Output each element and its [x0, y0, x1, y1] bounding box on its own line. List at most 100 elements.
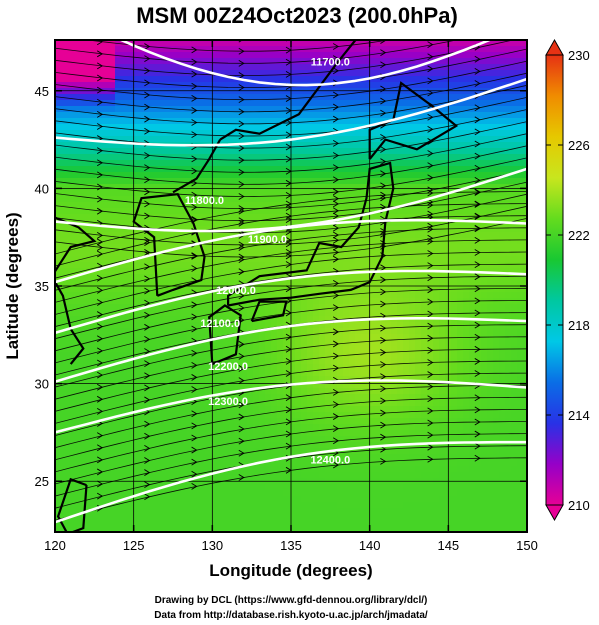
field-cell	[73, 382, 80, 389]
field-cell	[409, 298, 416, 305]
field-cell	[367, 220, 374, 227]
field-cell	[421, 46, 428, 53]
field-cell	[73, 316, 80, 323]
field-cell	[409, 286, 416, 293]
field-cell	[313, 238, 320, 245]
field-cell	[133, 136, 140, 143]
field-cell	[91, 250, 98, 257]
field-cell	[85, 202, 92, 209]
field-cell	[133, 334, 140, 341]
field-cell	[523, 214, 527, 221]
field-cell	[199, 358, 206, 365]
field-cell	[343, 118, 350, 125]
field-cell	[181, 364, 188, 371]
field-cell	[391, 238, 398, 245]
field-cell	[337, 166, 344, 173]
field-cell	[211, 40, 218, 47]
field-cell	[223, 106, 230, 113]
field-cell	[121, 334, 128, 341]
field-cell	[367, 52, 374, 59]
field-cell	[271, 160, 278, 167]
field-cell	[325, 322, 332, 329]
field-cell	[199, 286, 206, 293]
field-cell	[469, 52, 476, 59]
field-cell	[355, 334, 362, 341]
field-cell	[421, 256, 428, 263]
field-cell	[433, 52, 440, 59]
field-cell	[433, 298, 440, 305]
field-cell	[109, 298, 116, 305]
field-cell	[265, 400, 272, 407]
field-cell	[109, 322, 116, 329]
field-cell	[217, 172, 224, 179]
field-cell	[247, 202, 254, 209]
field-cell	[61, 232, 68, 239]
field-cell	[331, 352, 338, 359]
field-cell	[259, 364, 266, 371]
field-cell	[163, 418, 170, 425]
field-cell	[511, 148, 518, 155]
field-cell	[67, 394, 74, 401]
field-cell	[433, 412, 440, 419]
field-cell	[61, 262, 68, 269]
field-cell	[145, 418, 152, 425]
field-cell	[301, 352, 308, 359]
field-cell	[133, 316, 140, 323]
field-cell	[271, 70, 278, 77]
field-cell	[205, 244, 212, 251]
field-cell	[187, 232, 194, 239]
field-cell	[211, 370, 218, 377]
field-cell	[133, 292, 140, 299]
field-cell	[259, 256, 266, 263]
field-cell	[487, 208, 494, 215]
field-cell	[289, 166, 296, 173]
field-cell	[421, 52, 428, 59]
field-cell	[169, 376, 176, 383]
field-cell	[103, 64, 110, 71]
field-cell	[373, 58, 380, 65]
field-cell	[325, 268, 332, 275]
field-cell	[307, 190, 314, 197]
field-cell	[157, 190, 164, 197]
field-cell	[499, 412, 506, 419]
field-cell	[349, 346, 356, 353]
field-cell	[205, 160, 212, 167]
field-cell	[217, 310, 224, 317]
field-cell	[493, 154, 500, 161]
field-cell	[349, 406, 356, 413]
field-cell	[241, 250, 248, 257]
field-cell	[451, 130, 458, 137]
field-cell	[415, 382, 422, 389]
field-cell	[517, 112, 524, 119]
field-cell	[367, 196, 374, 203]
field-cell	[151, 202, 158, 209]
field-cell	[397, 340, 404, 347]
field-cell	[145, 370, 152, 377]
field-cell	[97, 160, 104, 167]
field-cell	[235, 178, 242, 185]
field-cell	[259, 358, 266, 365]
field-cell	[361, 94, 368, 101]
field-cell	[145, 178, 152, 185]
field-cell	[313, 214, 320, 221]
field-cell	[241, 280, 248, 287]
field-cell	[229, 262, 236, 269]
field-cell	[463, 82, 470, 89]
field-cell	[463, 358, 470, 365]
field-cell	[343, 292, 350, 299]
field-cell	[337, 298, 344, 305]
field-cell	[421, 172, 428, 179]
field-cell	[205, 340, 212, 347]
field-cell	[409, 352, 416, 359]
field-cell	[337, 310, 344, 317]
field-cell	[193, 136, 200, 143]
field-cell	[97, 166, 104, 173]
field-cell	[127, 394, 134, 401]
field-cell	[277, 358, 284, 365]
field-cell	[343, 256, 350, 263]
field-cell	[139, 292, 146, 299]
field-cell	[145, 160, 152, 167]
field-cell	[85, 214, 92, 221]
field-cell	[463, 214, 470, 221]
field-cell	[433, 364, 440, 371]
